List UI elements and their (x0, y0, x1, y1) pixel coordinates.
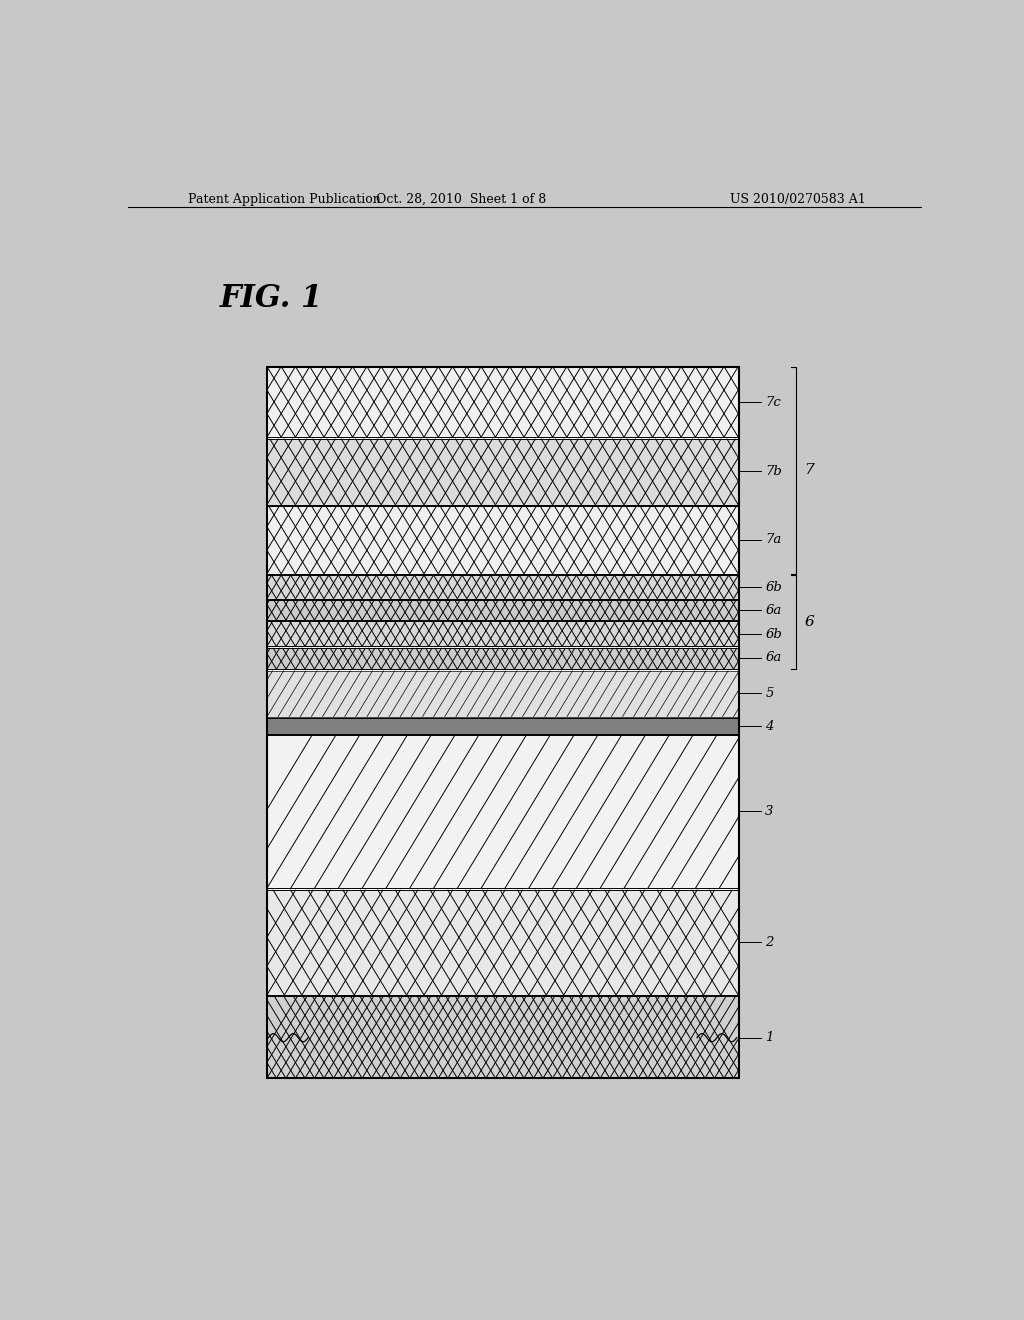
Bar (267, 648, 739, 669)
Bar (267, 367, 739, 1078)
Text: 2: 2 (765, 936, 774, 949)
Text: 1: 1 (765, 1031, 774, 1044)
Text: US 2010/0270583 A1: US 2010/0270583 A1 (730, 193, 866, 206)
Bar (267, 438, 739, 504)
Text: 7c: 7c (765, 396, 781, 409)
Text: Patent Application Publication: Patent Application Publication (187, 193, 380, 206)
Text: 6b: 6b (765, 628, 782, 640)
Text: 7a: 7a (765, 533, 781, 546)
Text: 5: 5 (765, 686, 774, 700)
Bar (267, 601, 739, 620)
Bar (267, 576, 739, 599)
Bar (267, 367, 739, 1078)
Bar (267, 671, 739, 717)
Bar (267, 735, 739, 888)
Bar (267, 506, 739, 574)
Text: 7b: 7b (765, 465, 782, 478)
Text: 6: 6 (804, 615, 814, 630)
Bar (267, 718, 739, 734)
Text: Oct. 28, 2010  Sheet 1 of 8: Oct. 28, 2010 Sheet 1 of 8 (376, 193, 547, 206)
Bar (267, 890, 739, 995)
Bar (267, 367, 739, 437)
Text: 3: 3 (765, 805, 774, 818)
Bar (267, 997, 739, 1078)
Text: 7: 7 (804, 463, 814, 478)
Bar (267, 622, 739, 647)
Text: 6a: 6a (765, 603, 781, 616)
Text: 6a: 6a (765, 651, 781, 664)
Text: 6b: 6b (765, 581, 782, 594)
Text: 4: 4 (765, 719, 774, 733)
Text: FIG. 1: FIG. 1 (219, 284, 323, 314)
